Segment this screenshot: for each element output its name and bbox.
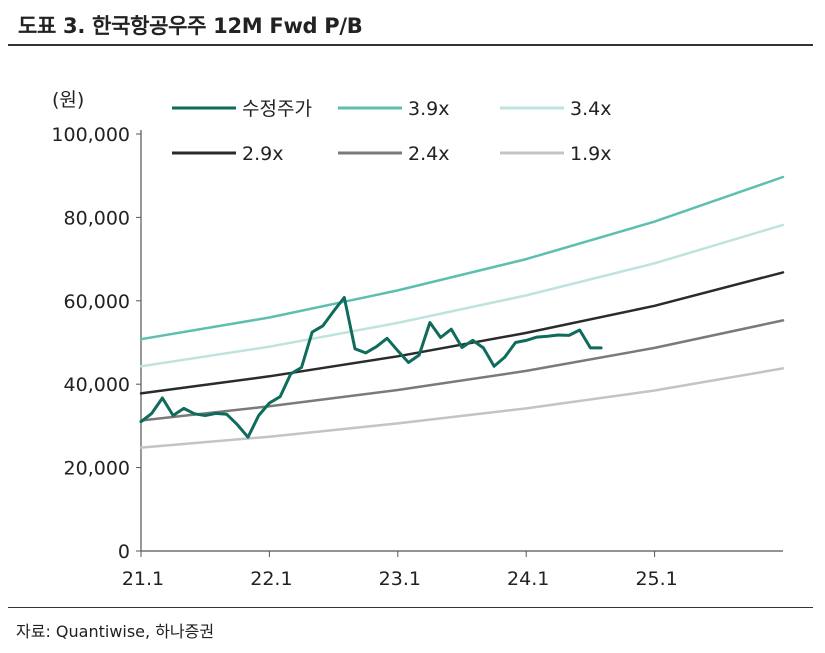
series-line (139, 319, 785, 422)
y-unit-label: (원) (52, 89, 84, 111)
y-tick-label: 100,000 (51, 124, 130, 146)
source-divider (8, 607, 813, 608)
legend-label: 수정주가 (242, 98, 312, 120)
legend-label: 1.9x (570, 143, 611, 165)
x-tick-label: 21.1 (122, 568, 164, 590)
legend: 수정주가 3.9x 3.4x 2.9x 2.4x 1.9x (172, 98, 611, 165)
legend-label: 3.9x (408, 98, 449, 120)
legend-label: 2.4x (408, 143, 449, 165)
series-line (139, 296, 603, 439)
y-tick-label: 0 (118, 541, 130, 563)
y-tick-label: 40,000 (64, 374, 130, 396)
y-tick-label: 20,000 (64, 458, 130, 480)
x-tick-label: 23.1 (379, 568, 421, 590)
title-divider (8, 44, 813, 46)
pb-band-chart: 0 20,000 40,000 60,000 80,000 100,000 21.1 22.1… (51, 89, 785, 590)
x-tick-label: 25.1 (635, 568, 677, 590)
x-tick-label: 24.1 (507, 568, 549, 590)
x-tick-label: 22.1 (250, 568, 292, 590)
series-line (139, 175, 785, 341)
chart-title: 도표 3. 한국항공우주 12M Fwd P/B (18, 14, 363, 38)
legend-label: 3.4x (570, 98, 611, 120)
series-lines (139, 175, 785, 449)
y-tick-label: 60,000 (64, 291, 130, 313)
y-tick-label: 80,000 (64, 207, 130, 229)
axes: 0 20,000 40,000 60,000 80,000 100,000 21.1 22.1… (51, 89, 783, 590)
series-line (139, 223, 785, 368)
source-note: 자료: Quantiwise, 하나증권 (16, 622, 215, 641)
series-line (139, 271, 785, 395)
legend-label: 2.9x (242, 143, 283, 165)
